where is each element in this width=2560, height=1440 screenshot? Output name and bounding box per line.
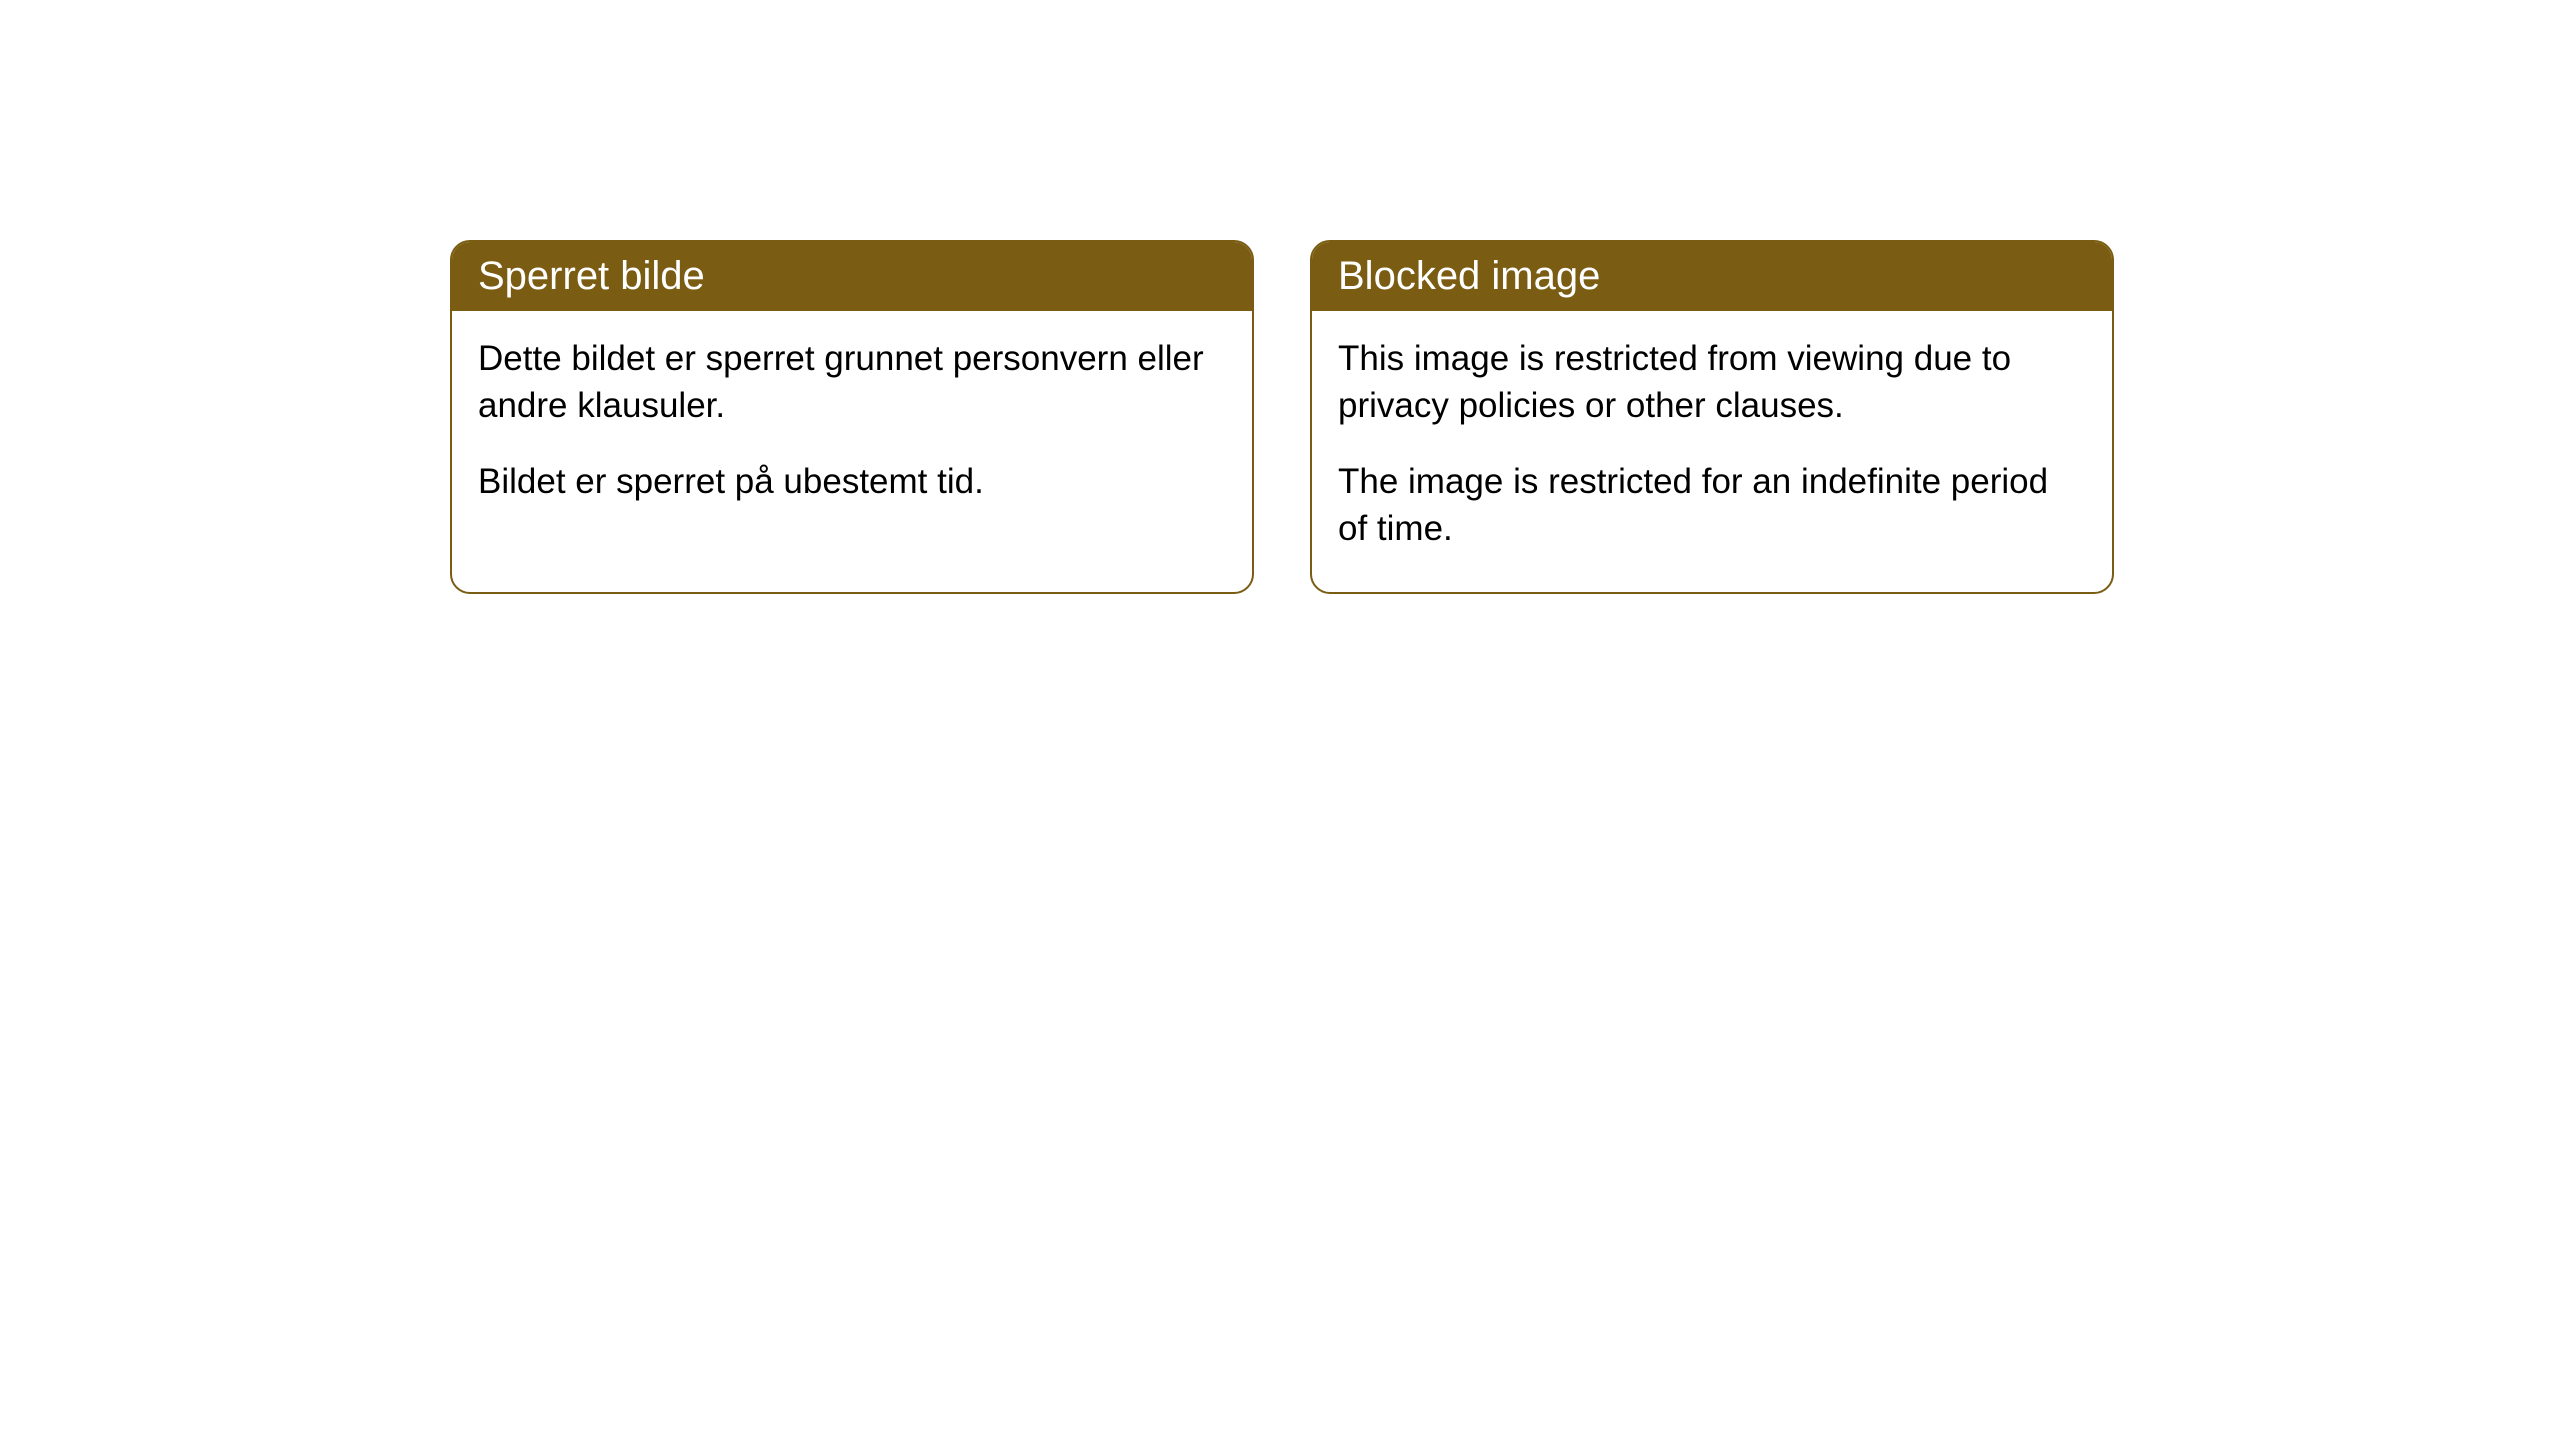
card-title: Blocked image: [1338, 254, 1600, 298]
card-paragraph: This image is restricted from viewing du…: [1338, 335, 2086, 430]
card-body: This image is restricted from viewing du…: [1312, 311, 2112, 592]
card-header: Blocked image: [1312, 242, 2112, 311]
card-title: Sperret bilde: [478, 254, 705, 298]
card-paragraph: The image is restricted for an indefinit…: [1338, 458, 2086, 553]
card-paragraph: Bildet er sperret på ubestemt tid.: [478, 458, 1226, 505]
notice-card-norwegian: Sperret bilde Dette bildet er sperret gr…: [450, 240, 1254, 594]
card-paragraph: Dette bildet er sperret grunnet personve…: [478, 335, 1226, 430]
notice-card-english: Blocked image This image is restricted f…: [1310, 240, 2114, 594]
card-header: Sperret bilde: [452, 242, 1252, 311]
card-body: Dette bildet er sperret grunnet personve…: [452, 311, 1252, 545]
notice-container: Sperret bilde Dette bildet er sperret gr…: [450, 240, 2114, 594]
